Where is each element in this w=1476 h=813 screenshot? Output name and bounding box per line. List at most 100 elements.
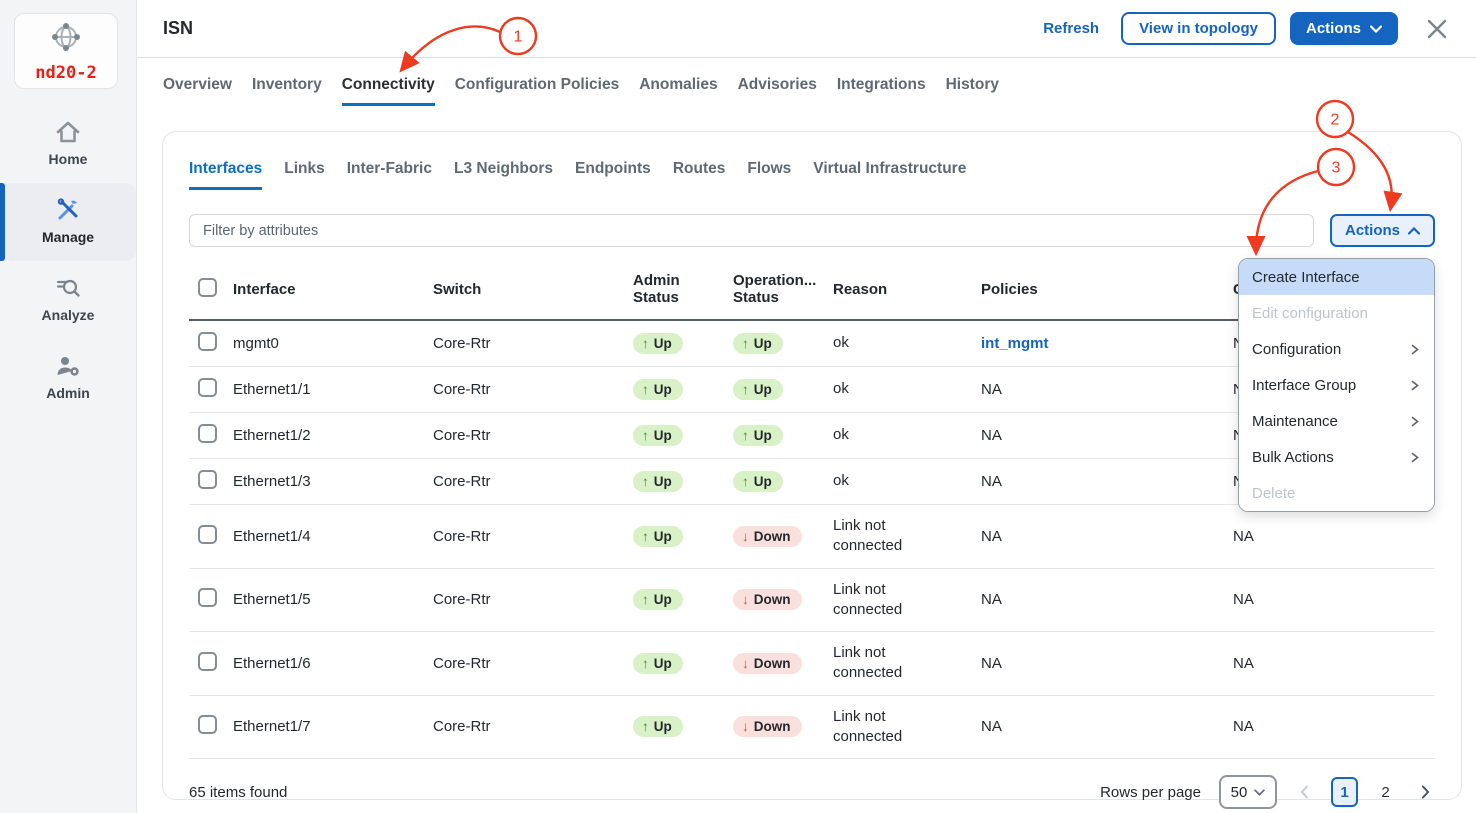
menu-item-interface-group[interactable]: Interface Group <box>1239 367 1434 403</box>
row-checkbox[interactable] <box>198 424 217 443</box>
reason-cell: Link not connected <box>833 580 903 618</box>
operational-status-badge: ↓ Down <box>733 652 802 674</box>
policies-cell: NA <box>981 504 1233 569</box>
chevron-down-icon <box>1369 20 1383 37</box>
menu-item-create-interface[interactable]: Create Interface <box>1239 259 1434 295</box>
chevron-up-icon <box>1407 222 1421 239</box>
interface-cell: mgmt0 <box>233 320 433 367</box>
page-button-1[interactable]: 1 <box>1331 777 1358 807</box>
up-arrow-icon: ↑ <box>742 474 749 489</box>
subtab-flows[interactable]: Flows <box>747 160 792 177</box>
menu-item-delete: Delete <box>1239 475 1434 511</box>
sidebar-item-admin[interactable]: Admin <box>0 339 136 417</box>
up-arrow-icon: ↑ <box>642 382 649 397</box>
down-arrow-icon: ↓ <box>742 719 749 735</box>
table-actions-button[interactable]: Actions <box>1329 214 1435 247</box>
admin-status-badge: ↑ Up <box>633 525 683 547</box>
subtab-links[interactable]: Links <box>284 160 325 177</box>
row-checkbox[interactable] <box>198 332 217 351</box>
row-checkbox[interactable] <box>198 715 217 735</box>
tab-integrations[interactable]: Integrations <box>836 76 926 93</box>
up-arrow-icon: ↑ <box>642 474 649 489</box>
tab-history[interactable]: History <box>945 76 999 93</box>
subtab-endpoints[interactable]: Endpoints <box>575 160 651 177</box>
tab-configuration-policies[interactable]: Configuration Policies <box>454 76 620 93</box>
home-icon <box>53 119 83 145</box>
reason-cell: Link not connected <box>833 707 903 745</box>
refresh-button[interactable]: Refresh <box>1043 20 1100 37</box>
up-arrow-icon: ↑ <box>642 428 649 443</box>
chevron-right-icon <box>1408 343 1421 356</box>
sidebar-item-manage[interactable]: Manage <box>0 183 136 261</box>
row-checkbox[interactable] <box>198 588 217 608</box>
menu-item-maintenance[interactable]: Maintenance <box>1239 403 1434 439</box>
tab-inventory[interactable]: Inventory <box>251 76 322 93</box>
admin-status-badge: ↑ Up <box>633 471 683 492</box>
switch-cell: Core-Rtr <box>433 458 633 505</box>
row-checkbox[interactable] <box>198 378 217 397</box>
previous-page-icon[interactable] <box>1295 782 1315 802</box>
subtab-virtual-infrastructure[interactable]: Virtual Infrastructure <box>813 160 967 177</box>
admin-status-badge: ↑ Up <box>633 716 683 738</box>
reason-cell: Link not connected <box>833 517 903 555</box>
row-checkbox[interactable] <box>198 651 217 671</box>
menu-item-configuration[interactable]: Configuration <box>1239 331 1434 367</box>
switch-cell: Core-Rtr <box>433 631 633 696</box>
up-arrow-icon: ↑ <box>742 382 749 397</box>
table-row: Ethernet1/4 Core-Rtr ↑ Up ↓ Down Link not … <box>189 504 1435 569</box>
reason-cell: Link not connected <box>833 644 903 682</box>
operational-status-badge: ↑ Up <box>733 379 783 400</box>
actions-dropdown-menu: Create Interface Edit configuration Conf… <box>1238 258 1435 512</box>
operational-status-badge: ↓ Down <box>733 716 802 738</box>
subtabs: Interfaces Links Inter-Fabric L3 Neighbors E… <box>189 160 1435 190</box>
cluster-selector[interactable]: nd20-2 <box>14 13 118 89</box>
column-header-switch[interactable]: Switch <box>433 259 633 321</box>
subtab-routes[interactable]: Routes <box>672 160 726 177</box>
page-title: ISN <box>163 18 194 38</box>
down-arrow-icon: ↓ <box>742 592 749 608</box>
select-all-checkbox[interactable] <box>198 277 217 297</box>
filter-input[interactable] <box>189 214 1314 247</box>
admin-status-badge: ↑ Up <box>633 425 683 446</box>
page-button-2[interactable]: 2 <box>1372 777 1399 807</box>
chevron-down-icon <box>1254 788 1266 796</box>
column-header-admin-status[interactable]: Admin Status <box>633 259 733 321</box>
reason-cell: ok <box>833 472 849 490</box>
tab-overview[interactable]: Overview <box>163 76 232 93</box>
column-header-policies[interactable]: Policies <box>981 259 1233 321</box>
header-actions-button[interactable]: Actions <box>1289 12 1398 45</box>
policies-cell: NA <box>981 631 1233 696</box>
up-arrow-icon: ↑ <box>642 528 649 544</box>
menu-item-bulk-actions[interactable]: Bulk Actions <box>1239 439 1434 475</box>
tab-anomalies[interactable]: Anomalies <box>639 76 718 93</box>
reason-cell: ok <box>833 334 849 352</box>
down-arrow-icon: ↓ <box>742 528 749 544</box>
column-header-operational-status[interactable]: Operation... Status <box>733 259 833 321</box>
view-in-topology-button[interactable]: View in topology <box>1121 12 1276 45</box>
switch-cell: Core-Rtr <box>433 504 633 569</box>
admin-status-badge: ↑ Up <box>633 652 683 674</box>
table-row: Ethernet1/5 Core-Rtr ↑ Up ↓ Down Link not … <box>189 568 1435 632</box>
column-header-interface[interactable]: Interface <box>233 259 433 321</box>
next-page-icon[interactable] <box>1415 782 1435 802</box>
policy-link[interactable]: int_mgmt <box>981 320 1233 367</box>
tab-connectivity[interactable]: Connectivity <box>341 76 435 106</box>
sidebar-item-home[interactable]: Home <box>0 105 136 183</box>
subtab-l3-neighbors[interactable]: L3 Neighbors <box>453 160 554 177</box>
close-icon[interactable] <box>1424 16 1450 42</box>
switch-cell: Core-Rtr <box>433 366 633 413</box>
subtab-interfaces[interactable]: Interfaces <box>189 160 263 190</box>
subtab-inter-fabric[interactable]: Inter-Fabric <box>346 160 432 177</box>
operational-status-badge: ↑ Up <box>733 471 783 492</box>
row-checkbox[interactable] <box>198 470 217 489</box>
rows-per-page-select[interactable]: 50 <box>1219 775 1277 809</box>
row-checkbox[interactable] <box>198 524 217 544</box>
tab-advisories[interactable]: Advisories <box>737 76 817 93</box>
sidebar-item-analyze[interactable]: Analyze <box>0 261 136 339</box>
search-lines-icon <box>54 275 82 301</box>
interface-cell: Ethernet1/3 <box>233 458 433 505</box>
column-header-reason[interactable]: Reason <box>833 259 981 321</box>
up-arrow-icon: ↑ <box>642 719 649 735</box>
